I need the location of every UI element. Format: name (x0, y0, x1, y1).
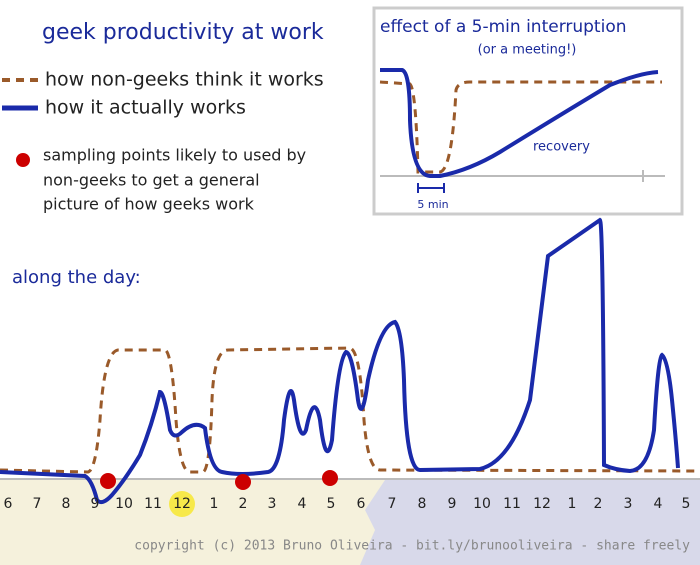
hour-label: 7 (388, 496, 397, 512)
hour-label: 11 (144, 496, 162, 512)
hour-label: 6 (4, 496, 13, 512)
inset-title: effect of a 5-min interruption (380, 17, 627, 37)
sun (169, 491, 195, 517)
note-dot (16, 153, 30, 167)
title: geek productivity at work (42, 20, 324, 45)
day-label: along the day: (12, 267, 141, 288)
note-text: non-geeks to get a general (43, 171, 260, 190)
hour-label: 12 (173, 496, 191, 512)
hour-label: 2 (239, 496, 248, 512)
hour-labels: 6 7 8 9 10 11 12 1 2 3 4 5 6 7 8 9 10 11 12 1 2 3 4 5 (4, 496, 691, 512)
copyright: copyright (c) 2013 Bruno Oliveira - bit.… (134, 539, 690, 554)
hour-label: 4 (654, 496, 663, 512)
hour-label: 10 (115, 496, 133, 512)
hour-label: 1 (568, 496, 577, 512)
hour-label: 1 (210, 496, 219, 512)
hour-label: 6 (357, 496, 366, 512)
expected-line (0, 346, 700, 474)
hour-label: 5 (327, 496, 336, 512)
inset-subtitle: (or a meeting!) (478, 43, 577, 58)
hour-label: 2 (594, 496, 603, 512)
actual-line (0, 217, 680, 505)
hour-label: 4 (298, 496, 307, 512)
hour-label: 11 (503, 496, 521, 512)
note-text: sampling points likely to used by (43, 146, 306, 165)
inset-recovery: recovery (533, 140, 590, 155)
night-band (360, 480, 700, 565)
hour-label: 5 (682, 496, 691, 512)
sample-point (100, 473, 116, 489)
sample-point (235, 474, 251, 490)
inset (372, 6, 684, 216)
inset-span: 5 min (417, 198, 448, 211)
hour-label: 8 (62, 496, 71, 512)
hour-label: 12 (533, 496, 551, 512)
sample-point (322, 470, 338, 486)
hour-label: 3 (624, 496, 633, 512)
hour-label: 7 (33, 496, 42, 512)
legend-text: how it actually works (45, 97, 246, 119)
day-band (0, 480, 385, 565)
hour-label: 3 (268, 496, 277, 512)
inset-expected (379, 80, 662, 174)
hour-label: 10 (473, 496, 491, 512)
inset-actual (380, 68, 659, 178)
hour-label: 8 (418, 496, 427, 512)
inset-bracket (417, 183, 445, 193)
hour-label: 9 (448, 496, 457, 512)
hour-label: 9 (91, 496, 100, 512)
note-text: picture of how geeks work (43, 195, 255, 214)
legend-text: how non-geeks think it works (45, 69, 324, 91)
